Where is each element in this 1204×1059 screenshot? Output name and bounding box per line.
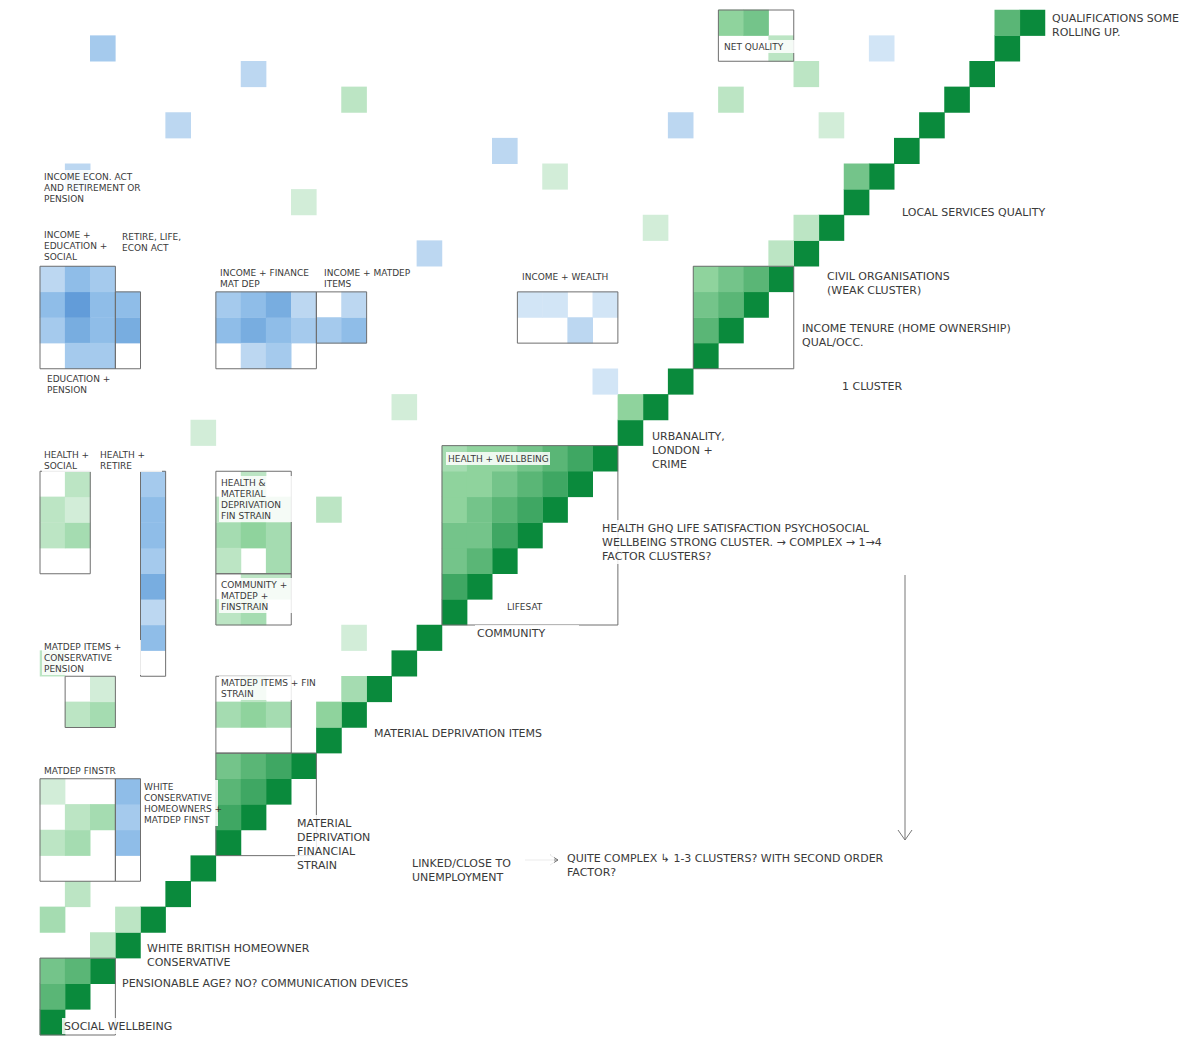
svg-text:SOCIAL WELLBEING: SOCIAL WELLBEING <box>64 1020 172 1033</box>
svg-text:ROLLING UP.: ROLLING UP. <box>1052 26 1121 39</box>
svg-text:ITEMS: ITEMS <box>324 279 352 289</box>
svg-text:MATDEP ITEMS + FIN: MATDEP ITEMS + FIN <box>221 678 319 688</box>
svg-text:DEPRIVATION: DEPRIVATION <box>297 831 374 844</box>
svg-text:QUITE COMPLEX ↳ 1-3 CLUSTERS?: QUITE COMPLEX ↳ 1-3 CLUSTERS? WITH SECON… <box>567 852 887 865</box>
svg-text:INCOME + FINANCE: INCOME + FINANCE <box>220 268 312 278</box>
svg-text:MATDEP ITEMS +: MATDEP ITEMS + <box>44 642 124 652</box>
svg-text:INCOME TENURE (HOME OWNERSHIP): INCOME TENURE (HOME OWNERSHIP) <box>802 322 1014 335</box>
svg-text:MAT DEP: MAT DEP <box>220 279 260 289</box>
svg-text:LONDON +: LONDON + <box>652 444 716 457</box>
svg-text:HEALTH GHQ LIFE SATISFACTION P: HEALTH GHQ LIFE SATISFACTION PSYCHOSOCIA… <box>602 522 872 535</box>
svg-text:MATDEP FINST: MATDEP FINST <box>144 815 210 825</box>
svg-text:RETIRE: RETIRE <box>100 461 132 471</box>
svg-text:PENSIONABLE AGE? NO? COMMUNICA: PENSIONABLE AGE? NO? COMMUNICATION DEVIC… <box>122 977 408 990</box>
svg-text:LIFESAT: LIFESAT <box>507 602 543 612</box>
svg-text:NET QUALITY: NET QUALITY <box>724 42 784 52</box>
svg-text:STRAIN: STRAIN <box>221 689 254 699</box>
svg-text:MATERIAL: MATERIAL <box>221 489 268 499</box>
svg-text:PENSION: PENSION <box>47 385 87 395</box>
svg-text:STRAIN: STRAIN <box>297 859 337 872</box>
svg-text:INCOME ECON. ACT: INCOME ECON. ACT <box>44 172 135 182</box>
svg-text:FIN STRAIN: FIN STRAIN <box>221 511 271 521</box>
svg-text:CRIME: CRIME <box>652 458 687 471</box>
svg-text:HEALTH + WELLBEING: HEALTH + WELLBEING <box>448 454 549 464</box>
svg-text:MATDEP FINSTR: MATDEP FINSTR <box>44 766 116 776</box>
svg-text:UNEMPLOYMENT: UNEMPLOYMENT <box>412 871 504 884</box>
svg-text:FACTOR?: FACTOR? <box>567 866 616 879</box>
svg-text:COMMUNITY: COMMUNITY <box>477 627 546 640</box>
svg-text:HEALTH &: HEALTH & <box>221 478 268 488</box>
svg-text:LINKED/CLOSE TO: LINKED/CLOSE TO <box>412 857 514 870</box>
svg-text:WHITE BRITISH HOMEOWNER: WHITE BRITISH HOMEOWNER <box>147 942 313 955</box>
svg-text:RETIRE, LIFE,: RETIRE, LIFE, <box>122 232 184 242</box>
svg-text:MATDEP +: MATDEP + <box>221 591 271 601</box>
svg-text:INCOME +: INCOME + <box>44 230 93 240</box>
svg-text:SOCIAL: SOCIAL <box>44 252 77 262</box>
svg-text:CONSERVATIVE: CONSERVATIVE <box>144 793 215 803</box>
svg-text:EDUCATION +: EDUCATION + <box>44 241 110 251</box>
svg-text:INCOME + WEALTH: INCOME + WEALTH <box>522 272 608 282</box>
svg-text:PENSION: PENSION <box>44 194 84 204</box>
svg-text:FACTOR CLUSTERS?: FACTOR CLUSTERS? <box>602 550 711 563</box>
svg-text:FINANCIAL: FINANCIAL <box>297 845 359 858</box>
svg-text:MATERIAL: MATERIAL <box>297 817 355 830</box>
svg-text:PENSION: PENSION <box>44 664 84 674</box>
svg-text:HOMEOWNERS +: HOMEOWNERS + <box>144 804 225 814</box>
svg-text:QUALIFICATIONS SOME: QUALIFICATIONS SOME <box>1052 12 1182 25</box>
svg-text:HEALTH +: HEALTH + <box>44 450 92 460</box>
svg-text:CIVIL ORGANISATIONS: CIVIL ORGANISATIONS <box>827 270 953 283</box>
svg-text:AND RETIREMENT OR: AND RETIREMENT OR <box>44 183 143 193</box>
svg-text:URBANALITY,: URBANALITY, <box>652 430 728 443</box>
svg-text:WELLBEING STRONG CLUSTER. → CO: WELLBEING STRONG CLUSTER. → COMPLEX → 1→… <box>602 536 885 549</box>
svg-text:QUAL/OCC.: QUAL/OCC. <box>802 336 864 349</box>
svg-text:COMMUNITY +: COMMUNITY + <box>221 580 290 590</box>
svg-text:(WEAK CLUSTER): (WEAK CLUSTER) <box>827 284 921 297</box>
svg-text:MATERIAL DEPRIVATION ITEMS: MATERIAL DEPRIVATION ITEMS <box>374 727 542 740</box>
svg-text:INCOME + MATDEP: INCOME + MATDEP <box>324 268 413 278</box>
svg-text:EDUCATION +: EDUCATION + <box>47 374 113 384</box>
svg-text:DEPRIVATION: DEPRIVATION <box>221 500 284 510</box>
svg-text:HEALTH +: HEALTH + <box>100 450 148 460</box>
svg-text:FINSTRAIN: FINSTRAIN <box>221 602 268 612</box>
svg-text:1 CLUSTER: 1 CLUSTER <box>842 380 902 393</box>
svg-text:ECON ACT: ECON ACT <box>122 243 169 253</box>
svg-text:CONSERVATIVE: CONSERVATIVE <box>147 956 231 969</box>
svg-text:LOCAL SERVICES QUALITY: LOCAL SERVICES QUALITY <box>902 206 1045 219</box>
svg-text:SOCIAL: SOCIAL <box>44 461 77 471</box>
svg-text:CONSERVATIVE: CONSERVATIVE <box>44 653 115 663</box>
svg-text:WHITE: WHITE <box>144 782 176 792</box>
